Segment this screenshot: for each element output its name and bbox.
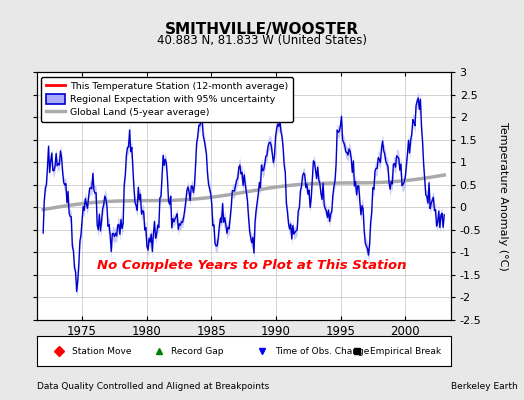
Text: 40.883 N, 81.833 W (United States): 40.883 N, 81.833 W (United States) (157, 34, 367, 47)
Text: No Complete Years to Plot at This Station: No Complete Years to Plot at This Statio… (97, 259, 407, 272)
Text: Time of Obs. Change: Time of Obs. Change (275, 346, 369, 356)
Text: Berkeley Earth: Berkeley Earth (451, 382, 517, 391)
Legend: This Temperature Station (12-month average), Regional Expectation with 95% uncer: This Temperature Station (12-month avera… (41, 77, 293, 122)
Text: Empirical Break: Empirical Break (370, 346, 441, 356)
Text: Record Gap: Record Gap (171, 346, 224, 356)
Text: SMITHVILLE/WOOSTER: SMITHVILLE/WOOSTER (165, 22, 359, 37)
Text: Data Quality Controlled and Aligned at Breakpoints: Data Quality Controlled and Aligned at B… (37, 382, 269, 391)
Y-axis label: Temperature Anomaly (°C): Temperature Anomaly (°C) (498, 122, 508, 270)
Text: Station Move: Station Move (72, 346, 132, 356)
